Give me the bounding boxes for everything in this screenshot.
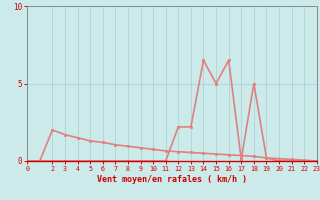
- X-axis label: Vent moyen/en rafales ( km/h ): Vent moyen/en rafales ( km/h ): [97, 175, 247, 184]
